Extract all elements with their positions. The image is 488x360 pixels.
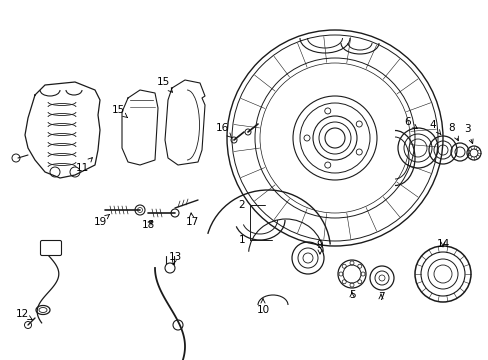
Text: 13: 13: [168, 252, 181, 265]
Text: 5: 5: [348, 290, 355, 300]
Text: 3: 3: [463, 124, 472, 144]
Text: 16: 16: [215, 123, 231, 138]
Text: 19: 19: [93, 215, 109, 227]
Text: 1: 1: [238, 235, 245, 245]
Text: 17: 17: [185, 213, 198, 227]
Text: 2: 2: [238, 200, 245, 210]
FancyBboxPatch shape: [41, 240, 61, 256]
Text: 18: 18: [141, 220, 154, 230]
Text: 14: 14: [435, 239, 448, 249]
Text: 9: 9: [316, 240, 323, 254]
Text: 8: 8: [448, 123, 457, 141]
Text: 15: 15: [156, 77, 172, 92]
Text: 11: 11: [75, 158, 92, 173]
Text: 10: 10: [256, 299, 269, 315]
Text: 6: 6: [404, 117, 416, 129]
Text: 15: 15: [111, 105, 127, 118]
Text: 7: 7: [377, 292, 384, 302]
Text: 4: 4: [429, 120, 440, 135]
Text: 12: 12: [15, 309, 32, 320]
